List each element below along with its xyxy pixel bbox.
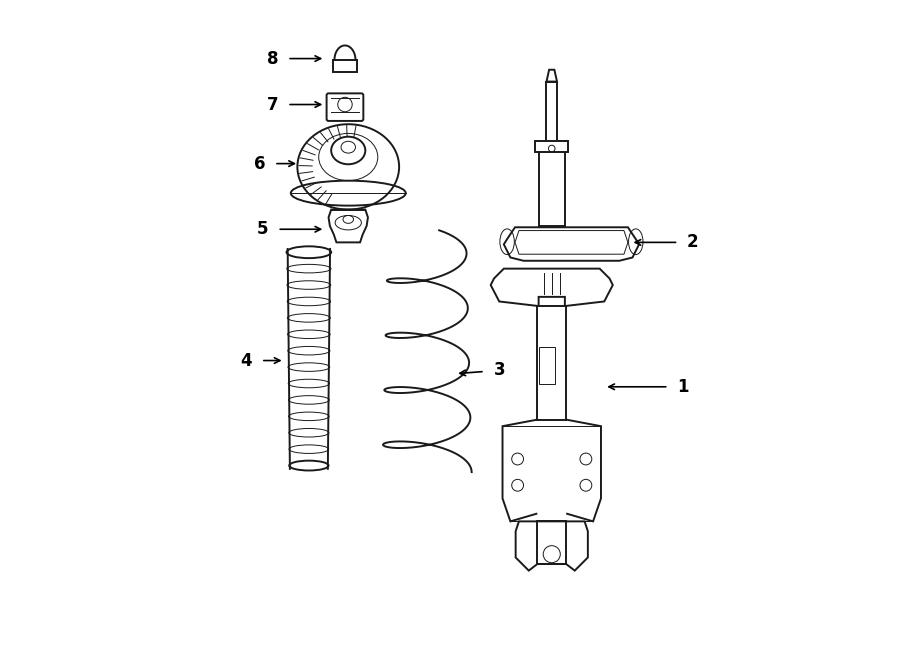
Text: 3: 3 (493, 361, 505, 379)
Text: 8: 8 (267, 50, 278, 68)
Text: 6: 6 (254, 155, 266, 173)
Bar (539, 348, 555, 383)
Bar (538, 147, 565, 226)
Bar (536, 140, 568, 152)
Text: 7: 7 (267, 95, 279, 113)
Polygon shape (546, 70, 557, 81)
Text: 1: 1 (678, 378, 688, 396)
Bar (546, 81, 557, 147)
Text: 2: 2 (687, 234, 698, 252)
Bar (537, 522, 566, 564)
Text: 5: 5 (257, 220, 269, 238)
Bar (537, 306, 566, 420)
FancyBboxPatch shape (327, 93, 364, 121)
FancyBboxPatch shape (333, 60, 356, 71)
Text: 4: 4 (240, 352, 252, 369)
